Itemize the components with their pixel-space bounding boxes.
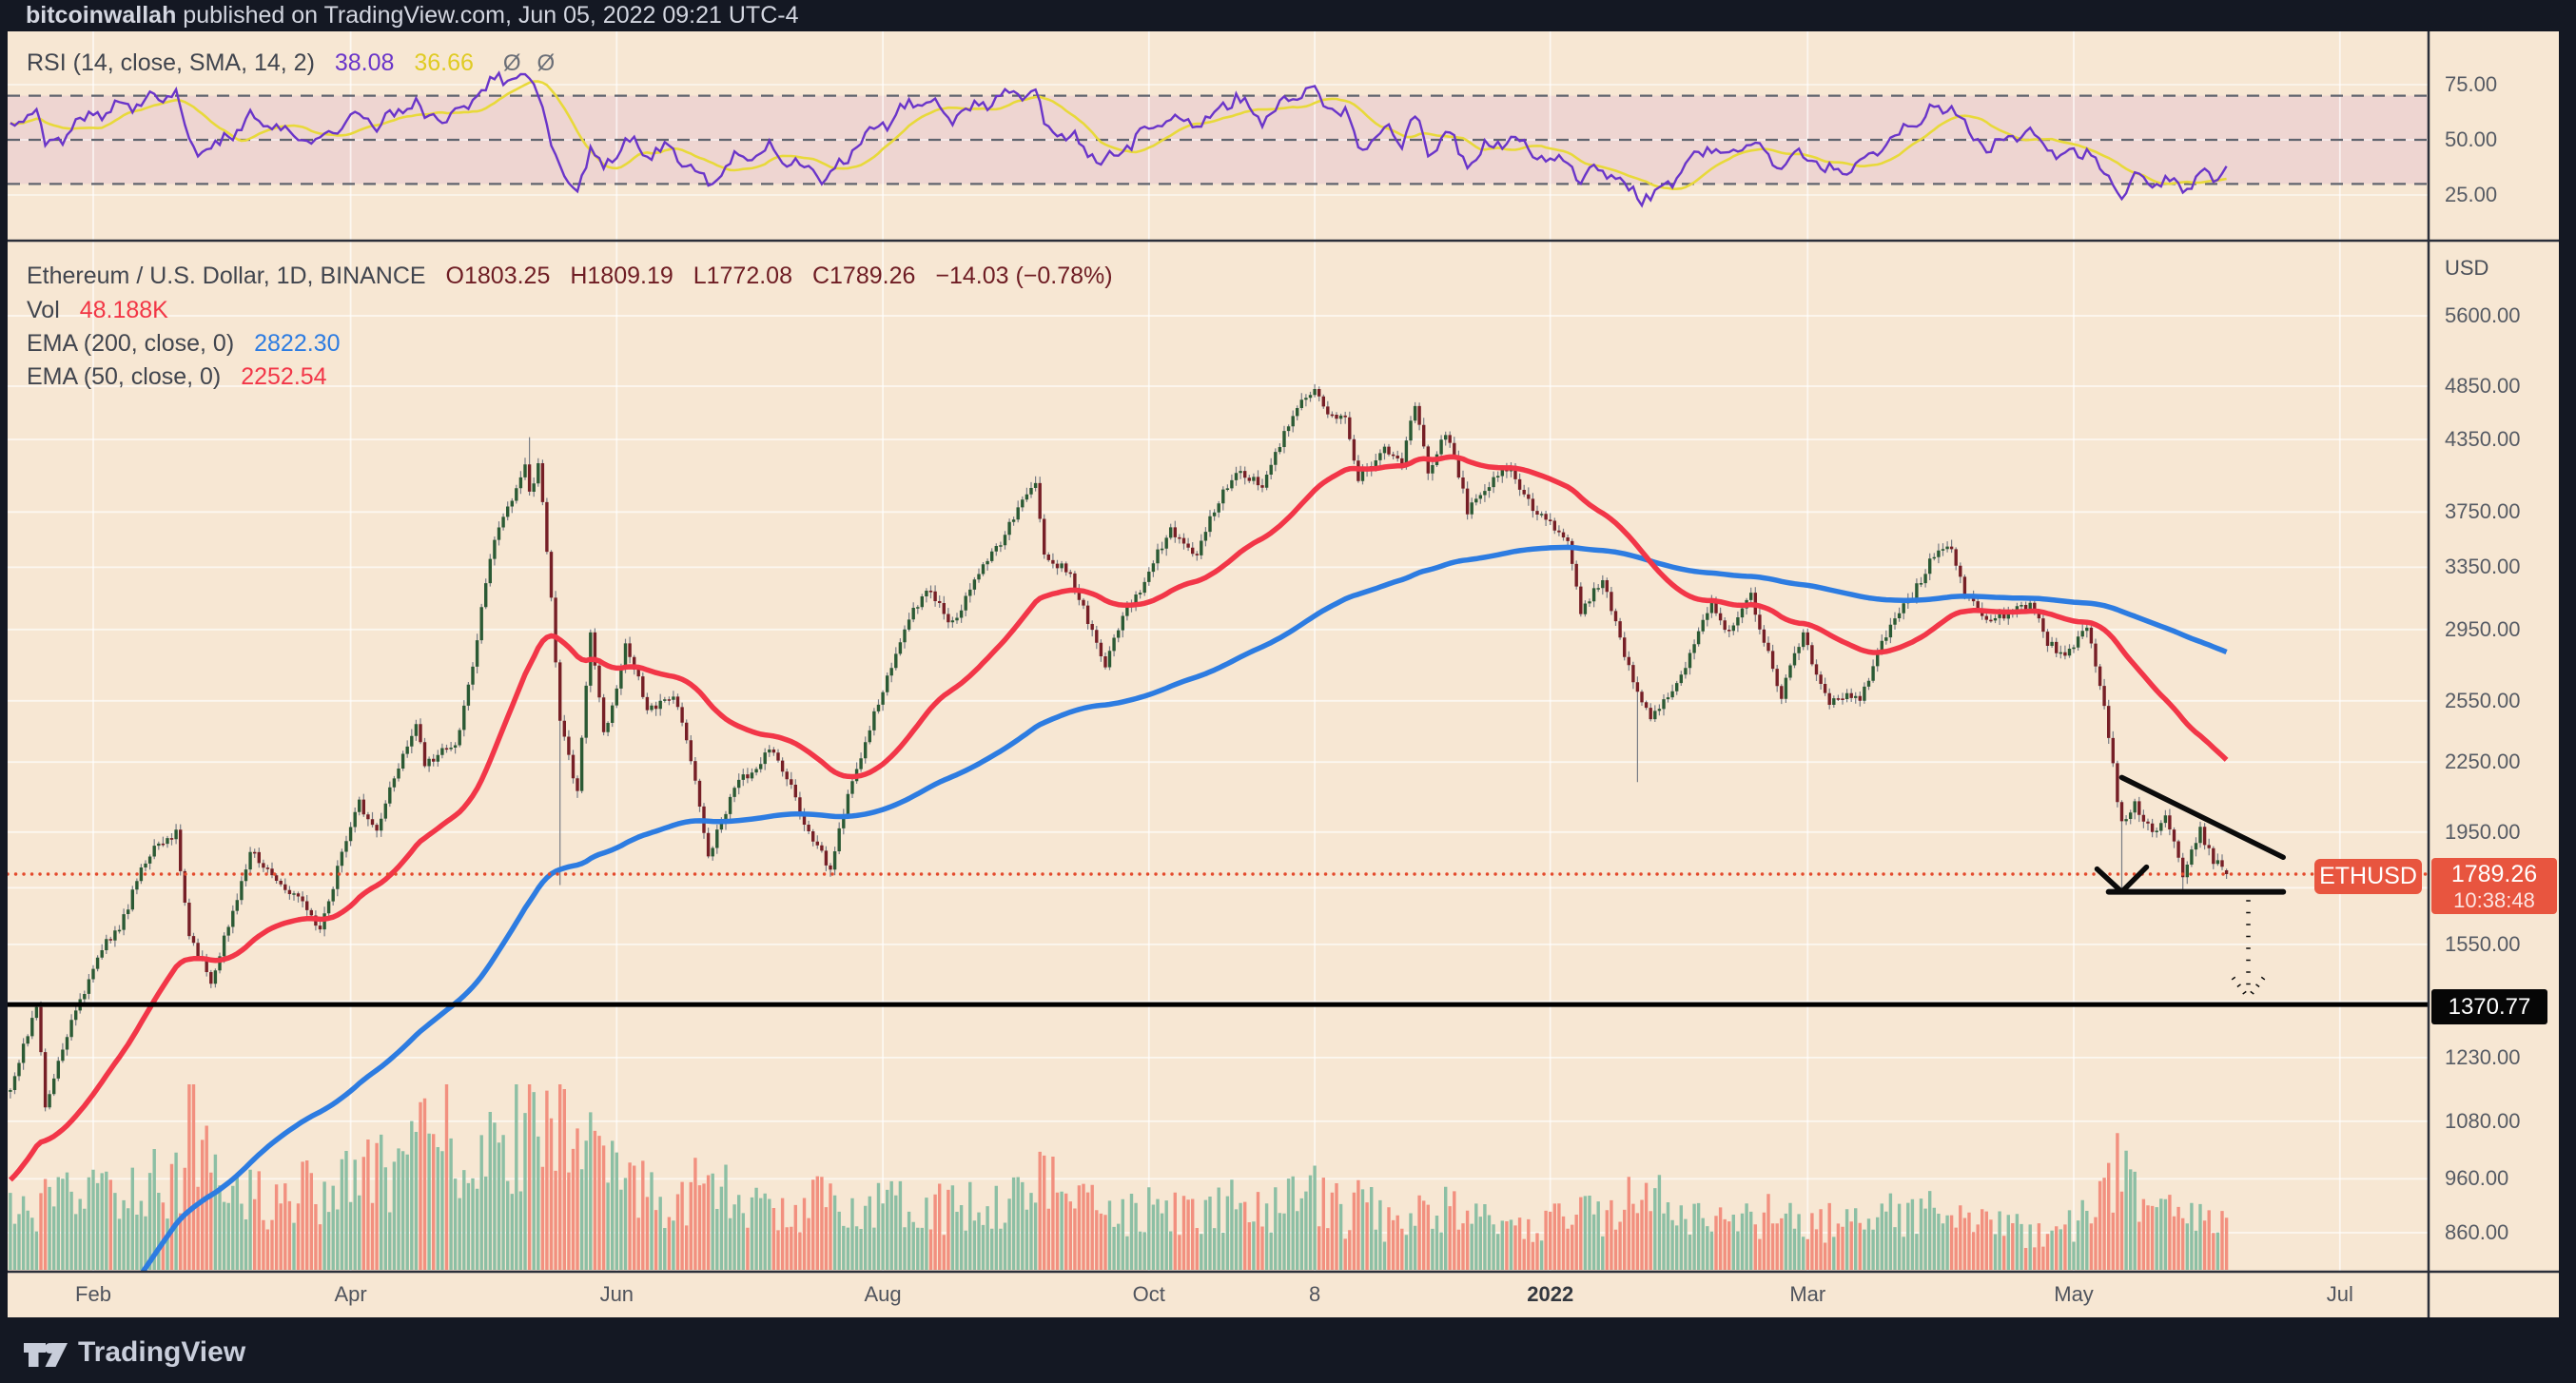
price-axis-tick: 1550.00 bbox=[2445, 931, 2521, 956]
chart-background bbox=[8, 31, 2559, 1317]
time-axis-tick: Apr bbox=[334, 1282, 367, 1306]
price-axis-tick: 5600.00 bbox=[2445, 303, 2521, 328]
publisher-username: bitcoinwallah bbox=[26, 2, 177, 29]
time-axis-tick: Feb bbox=[75, 1282, 111, 1306]
price-axis-tick: 3350.00 bbox=[2445, 555, 2521, 579]
rsi-legend[interactable]: RSI (14, close, SMA, 14, 2) 38.08 36.66 … bbox=[27, 49, 555, 77]
price-axis-tick: 2950.00 bbox=[2445, 616, 2521, 641]
ema50-value: 2252.54 bbox=[241, 363, 327, 390]
price-axis-tick: 1080.00 bbox=[2445, 1108, 2521, 1133]
main-pane[interactable] bbox=[8, 31, 2429, 1383]
ema200-value: 2822.30 bbox=[254, 330, 341, 357]
ema50-label: EMA (50, close, 0) bbox=[27, 363, 222, 390]
pane-borders bbox=[8, 31, 2559, 1317]
price-axis-tick: 4350.00 bbox=[2445, 426, 2521, 451]
candle-bodies-up bbox=[9, 389, 2220, 1108]
ema200-legend[interactable]: EMA (200, close, 0) 2822.30 bbox=[27, 330, 340, 358]
rsi-grid-v bbox=[92, 31, 2341, 241]
rsi-sma-value: 36.66 bbox=[414, 49, 474, 76]
price-axis-tick: 2550.00 bbox=[2445, 688, 2521, 712]
time-axis-tick: 2022 bbox=[1527, 1282, 1574, 1306]
legend-low: L1772.08 bbox=[693, 263, 792, 289]
time-axis-tick: May bbox=[2054, 1282, 2094, 1306]
last-price-value: 1789.26 bbox=[2450, 861, 2538, 887]
main-grid-v bbox=[92, 241, 2341, 1272]
time-axis-tick: Aug bbox=[864, 1282, 902, 1306]
price-axis-tick: 1230.00 bbox=[2445, 1044, 2521, 1069]
tradingview-logo-icon[interactable] bbox=[23, 1335, 68, 1378]
time-axis-tick: Mar bbox=[1789, 1282, 1826, 1306]
price-axis-currency: USD bbox=[2445, 256, 2489, 280]
descending-trendline[interactable] bbox=[2118, 774, 2286, 861]
volume-bars-down bbox=[39, 1084, 2229, 1270]
bar-countdown: 10:38:48 bbox=[2453, 888, 2535, 912]
rsi-value: 38.08 bbox=[334, 49, 395, 76]
rsi-axis-tick: 25.00 bbox=[2445, 183, 2498, 206]
legend-change: −14.03 (−0.78%) bbox=[935, 263, 1113, 289]
price-axis-tick: 1950.00 bbox=[2445, 819, 2521, 844]
rsi-sma-line[interactable] bbox=[10, 80, 2227, 191]
price-axis-tick: 3750.00 bbox=[2445, 499, 2521, 524]
time-axis-tick: 8 bbox=[1308, 1282, 1321, 1306]
legend-high: H1809.19 bbox=[570, 263, 673, 289]
volume-bars-up bbox=[9, 1084, 2220, 1270]
time-axis-tick: Oct bbox=[1132, 1282, 1165, 1306]
symbol-legend[interactable]: Ethereum / U.S. Dollar, 1D, BINANCE O180… bbox=[27, 263, 1126, 290]
ema200-label: EMA (200, close, 0) bbox=[27, 330, 235, 357]
projection-arrowhead-dotted bbox=[2231, 976, 2266, 1000]
price-axis-tick: 2250.00 bbox=[2445, 750, 2521, 774]
time-axis-tick: Jun bbox=[599, 1282, 634, 1306]
support-price-badge: 1370.77 bbox=[2431, 989, 2547, 1024]
time-axis-tick: Jul bbox=[2326, 1282, 2353, 1306]
price-axis-tick: 960.00 bbox=[2445, 1166, 2509, 1191]
entry-arrow-marker[interactable] bbox=[2094, 864, 2150, 895]
price-axis-tick: 4850.00 bbox=[2445, 373, 2521, 398]
legend-close: C1789.26 bbox=[811, 263, 916, 289]
tradingview-brand-text[interactable]: TradingView bbox=[78, 1336, 246, 1368]
publish-info: published on TradingView.com, Jun 05, 20… bbox=[176, 2, 799, 29]
volume-label: Vol bbox=[27, 297, 60, 323]
rsi-legend-label: RSI (14, close, SMA, 14, 2) bbox=[27, 49, 315, 76]
rsi-pane[interactable] bbox=[8, 31, 2429, 1272]
rsi-axis-tick: 50.00 bbox=[2445, 127, 2498, 151]
rsi-settings-icon[interactable]: Ø bbox=[537, 50, 556, 76]
ema50-legend[interactable]: EMA (50, close, 0) 2252.54 bbox=[27, 363, 327, 391]
rsi-line[interactable] bbox=[10, 70, 2228, 208]
rsi-hide-icon[interactable]: Ø bbox=[502, 50, 521, 76]
volume-value: 48.188K bbox=[79, 297, 168, 323]
main-grid-h bbox=[8, 315, 2429, 1234]
ema200-line[interactable] bbox=[10, 544, 2228, 1383]
legend-open: O1803.25 bbox=[445, 263, 551, 289]
rsi-axis-tick: 75.00 bbox=[2445, 72, 2498, 96]
publish-bar: bitcoinwallah published on TradingView.c… bbox=[0, 0, 2576, 31]
price-axis-tick: 860.00 bbox=[2445, 1219, 2509, 1244]
ema50-line[interactable] bbox=[8, 454, 2229, 1182]
symbol-price-flag: ETHUSD bbox=[2314, 859, 2422, 894]
symbol-title: Ethereum / U.S. Dollar, 1D, BINANCE bbox=[27, 263, 426, 289]
last-price-badge: 1789.26 10:38:48 bbox=[2431, 858, 2557, 914]
volume-legend[interactable]: Vol 48.188K bbox=[27, 297, 168, 324]
candle-bodies-down bbox=[39, 389, 2229, 1108]
